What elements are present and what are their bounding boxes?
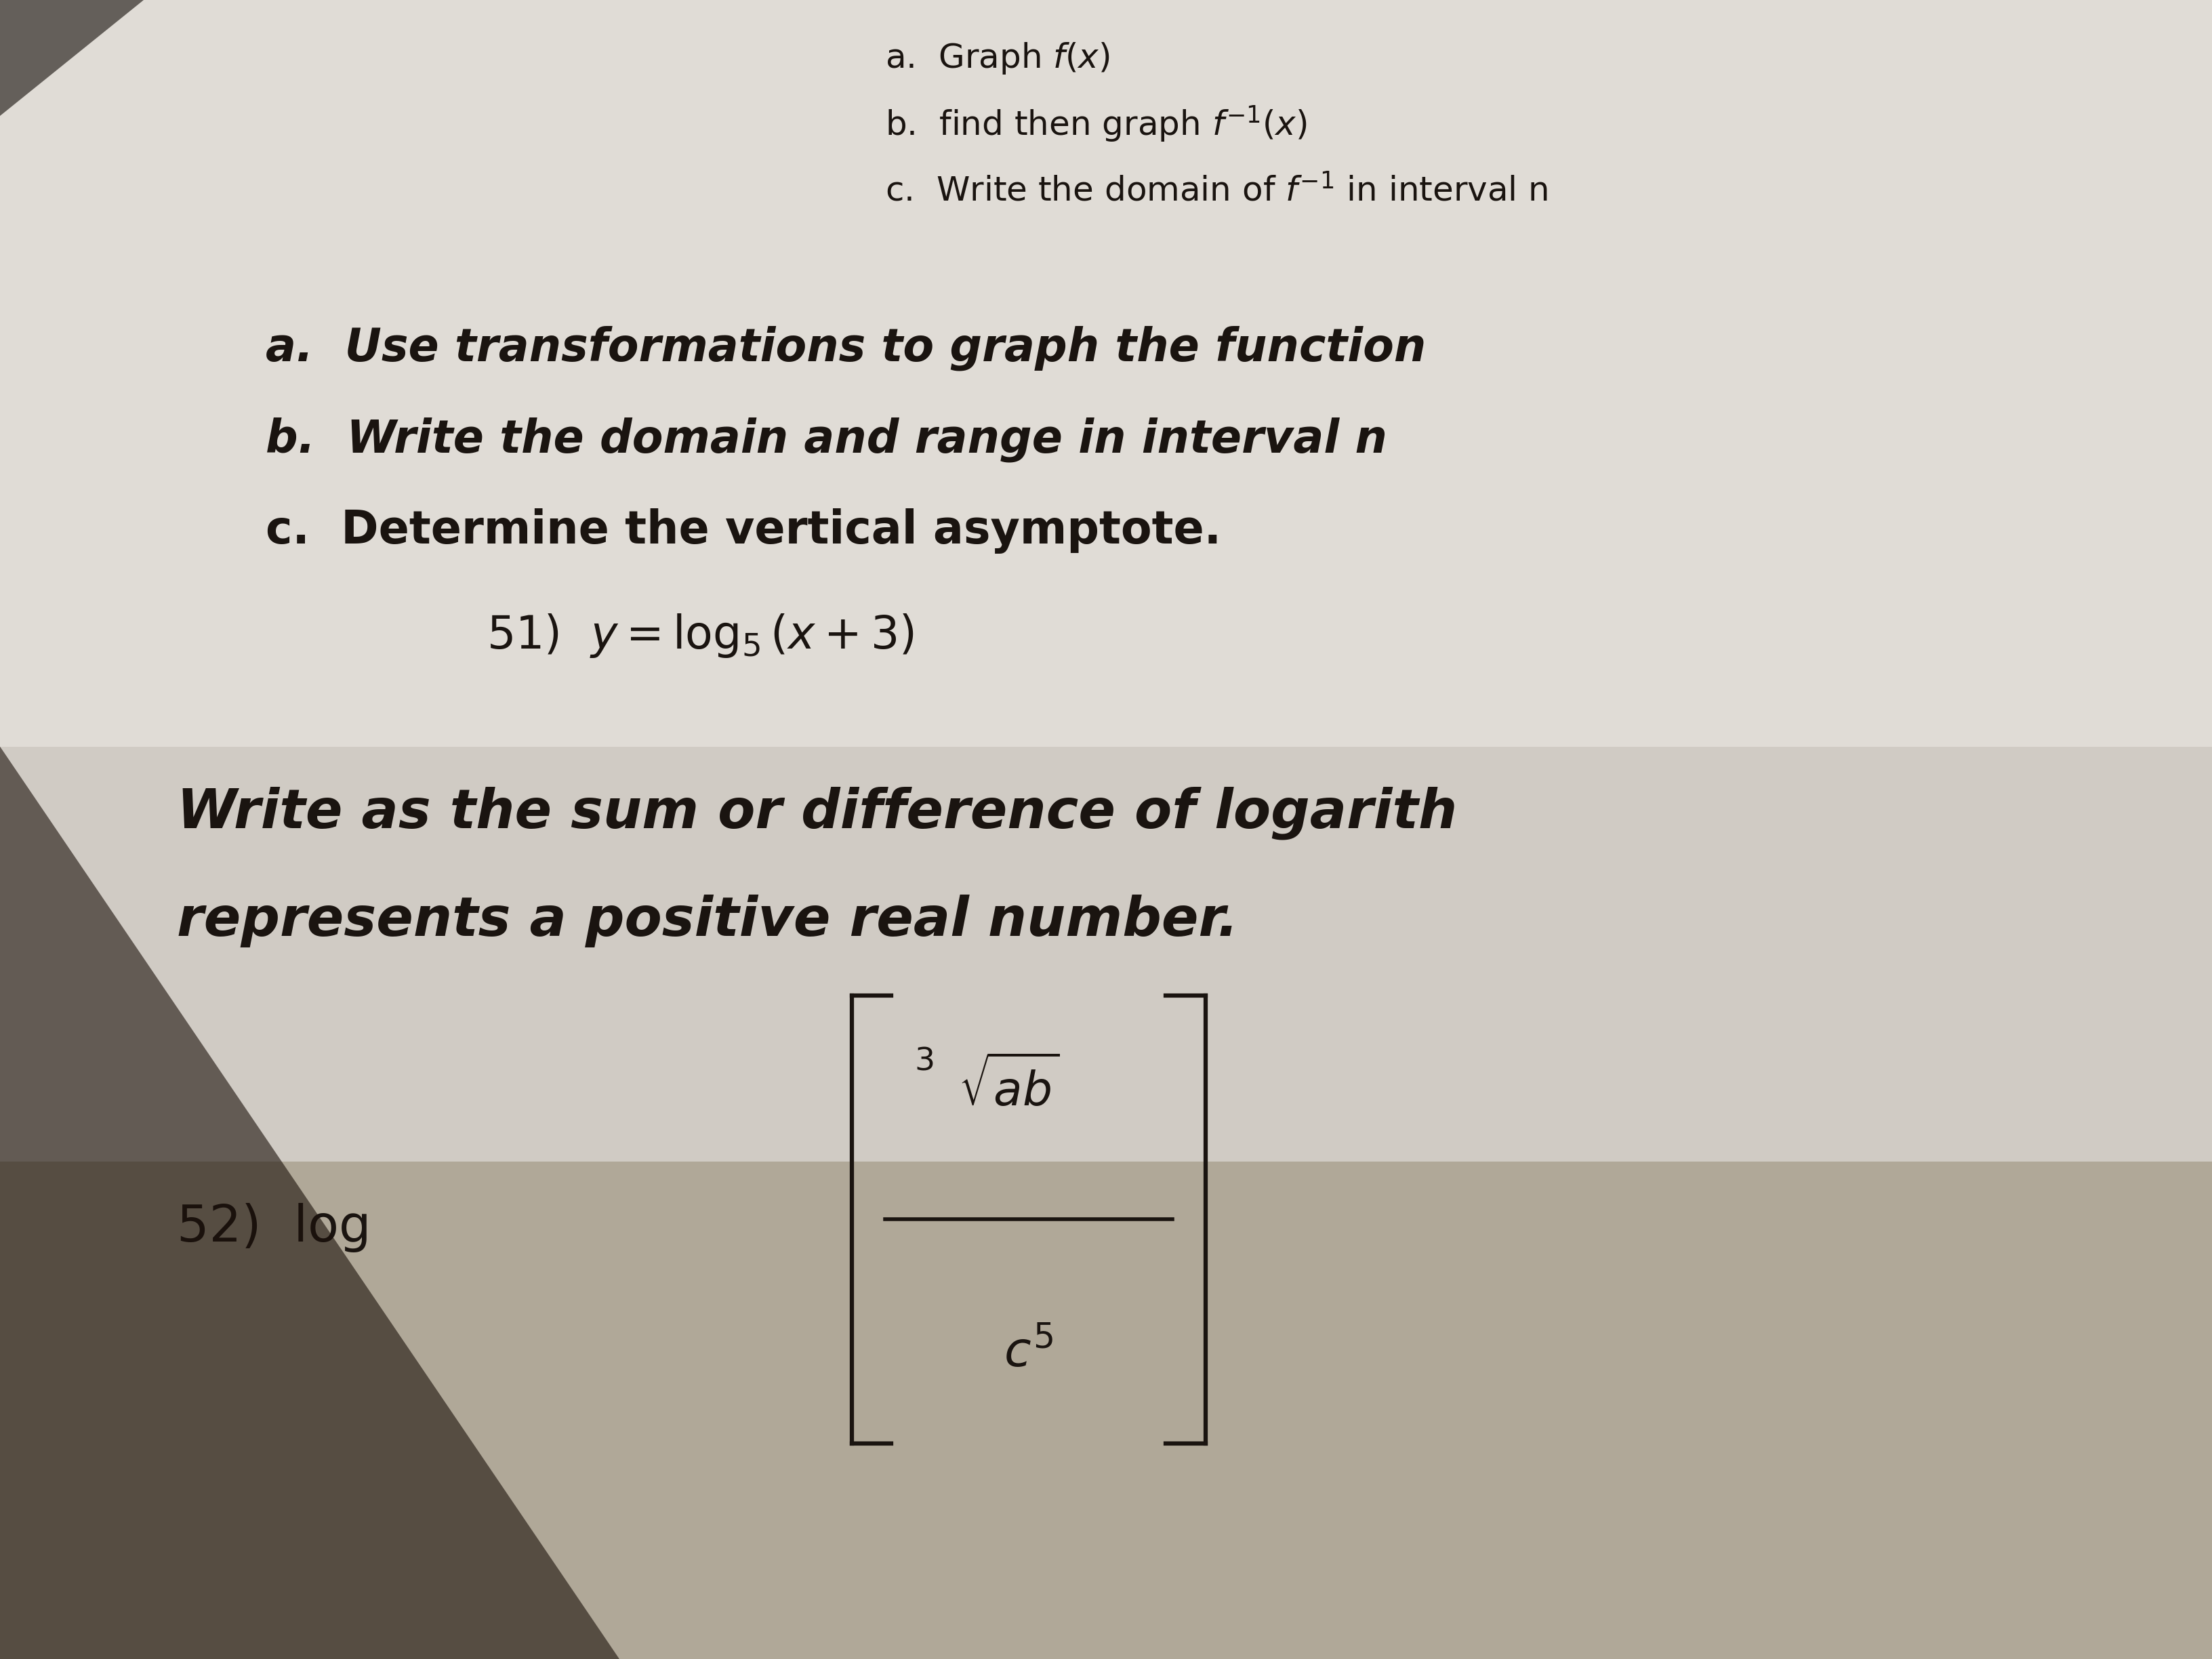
Text: $\sqrt{ab}$: $\sqrt{ab}$ bbox=[958, 1058, 1060, 1115]
Text: a.  Use transformations to graph the function: a. Use transformations to graph the func… bbox=[265, 325, 1427, 372]
Text: b.  find then graph $f^{-1}(x)$: b. find then graph $f^{-1}(x)$ bbox=[885, 105, 1307, 144]
Text: c.  Determine the vertical asymptote.: c. Determine the vertical asymptote. bbox=[265, 508, 1221, 554]
Text: 52)  log: 52) log bbox=[177, 1203, 372, 1253]
Bar bbox=[0, 0, 2212, 747]
Text: c.  Write the domain of $f^{-1}$ in interval n: c. Write the domain of $f^{-1}$ in inter… bbox=[885, 174, 1548, 207]
Text: b.  Write the domain and range in interval n: b. Write the domain and range in interva… bbox=[265, 416, 1387, 463]
Polygon shape bbox=[0, 747, 619, 1659]
Text: Write as the sum or difference of logarith: Write as the sum or difference of logari… bbox=[177, 786, 1458, 839]
Text: $c^5$: $c^5$ bbox=[1004, 1327, 1053, 1377]
Bar bbox=[0, 747, 2212, 1161]
Text: a.  Graph $f(x)$: a. Graph $f(x)$ bbox=[885, 40, 1110, 76]
Polygon shape bbox=[0, 0, 144, 116]
Bar bbox=[0, 1161, 2212, 1659]
Text: 3: 3 bbox=[914, 1047, 936, 1077]
Text: 51)  $y = \log_5(x + 3)$: 51) $y = \log_5(x + 3)$ bbox=[487, 612, 914, 659]
Text: represents a positive real number.: represents a positive real number. bbox=[177, 894, 1239, 947]
